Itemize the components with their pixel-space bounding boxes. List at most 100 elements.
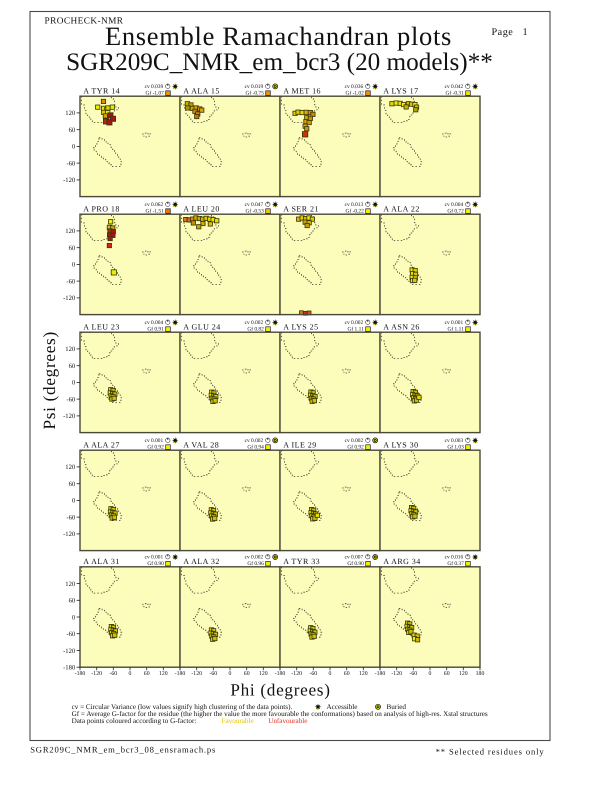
svg-text:Gf = Average G-factor for the: Gf = Average G-factor for the residue (t… [72,710,488,718]
svg-text:-120: -120 [391,671,402,677]
svg-text:cv 0.002: cv 0.002 [245,438,264,444]
svg-text:Gf 0.90: Gf 0.90 [347,561,364,567]
svg-text:Buried: Buried [387,703,407,711]
svg-text:-60: -60 [309,671,317,677]
svg-text:cv 0.036: cv 0.036 [345,84,364,90]
svg-text:60: 60 [69,363,76,370]
svg-text:Ensemble Ramachandran plots: Ensemble Ramachandran plots [105,21,452,51]
svg-text:Gf 0.94: Gf 0.94 [247,445,264,451]
svg-text:-120: -120 [63,177,76,184]
svg-text:-60: -60 [209,671,217,677]
svg-text:PROCHECK-NMR: PROCHECK-NMR [45,17,124,27]
svg-text:-180: -180 [175,671,186,677]
svg-text:cv 0.001: cv 0.001 [445,320,464,326]
svg-text:Gf 0.72: Gf 0.72 [447,209,464,215]
svg-text:Gf -1.02: Gf -1.02 [346,91,365,97]
svg-text:A VAL 28: A VAL 28 [183,440,219,449]
svg-text:A ALA 32: A ALA 32 [183,557,220,566]
svg-text:cv = Circular Variance (low va: cv = Circular Variance (low values signi… [72,703,293,711]
svg-text:Gf 0.90: Gf 0.90 [147,561,164,567]
svg-text:A ALA 31: A ALA 31 [83,557,120,566]
svg-text:A ALA 27: A ALA 27 [83,440,120,449]
svg-text:cv 0.016: cv 0.016 [445,555,464,561]
svg-text:0: 0 [129,671,132,677]
svg-text:A SER 21: A SER 21 [283,204,319,213]
svg-text:cv 0.004: cv 0.004 [445,202,464,208]
svg-text:Phi (degrees): Phi (degrees) [230,680,330,699]
svg-text:120: 120 [159,671,168,677]
svg-text:A LYS 25: A LYS 25 [283,322,318,331]
svg-text:cv 0.004: cv 0.004 [145,320,164,326]
svg-text:cv 0.002: cv 0.002 [345,320,364,326]
svg-text:Gf 0.92: Gf 0.92 [347,445,364,451]
svg-text:120: 120 [459,671,468,677]
svg-text:-60: -60 [66,631,75,638]
svg-text:Gf -0.75: Gf -0.75 [246,91,265,97]
svg-text:Gf -0.31: Gf -0.31 [446,91,465,97]
svg-text:-120: -120 [63,531,76,538]
svg-text:60: 60 [444,671,450,677]
svg-text:** Selected residues only: ** Selected residues only [436,747,545,757]
svg-text:-60: -60 [66,396,75,403]
svg-text:0: 0 [72,144,76,151]
svg-text:-60: -60 [66,514,75,521]
svg-text:Gf 1.11: Gf 1.11 [448,327,465,333]
svg-text:Favourable: Favourable [222,717,254,725]
svg-text:cv 0.042: cv 0.042 [445,84,464,90]
svg-text:A ASN 26: A ASN 26 [383,322,420,331]
svg-text:0: 0 [72,614,76,621]
svg-text:cv 0.002: cv 0.002 [245,320,264,326]
svg-text:60: 60 [344,671,350,677]
svg-text:cv 0.019: cv 0.019 [245,84,264,90]
svg-text:A MET 16: A MET 16 [283,86,321,95]
svg-text:-180: -180 [63,665,76,672]
svg-text:cv 0.039: cv 0.039 [145,84,164,90]
svg-text:A PRO 18: A PRO 18 [83,204,120,213]
svg-text:A GLU 24: A GLU 24 [183,322,220,331]
svg-text:Gf 1.03: Gf 1.03 [447,445,464,451]
svg-text:60: 60 [69,481,76,488]
svg-text:0: 0 [229,671,232,677]
svg-text:-120: -120 [63,648,76,655]
svg-text:-120: -120 [91,671,102,677]
svg-text:0: 0 [429,671,432,677]
svg-text:0: 0 [72,262,76,269]
svg-text:cv 0.062: cv 0.062 [145,202,164,208]
svg-text:-180: -180 [375,671,386,677]
svg-text:120: 120 [65,464,76,471]
svg-text:-120: -120 [291,671,302,677]
svg-text:A ILE 29: A ILE 29 [283,440,316,449]
svg-text:Gf 0.82: Gf 0.82 [247,327,264,333]
svg-text:-60: -60 [66,278,75,285]
svg-text:cv 0.002: cv 0.002 [345,438,364,444]
svg-text:60: 60 [144,671,150,677]
svg-text:A LEU 23: A LEU 23 [83,322,120,331]
svg-text:Gf -1.07: Gf -1.07 [146,91,165,97]
svg-text:120: 120 [65,110,76,117]
svg-text:SGR209C_NMR_em_bcr3_08_ensrama: SGR209C_NMR_em_bcr3_08_ensramach.ps [30,745,216,755]
svg-text:Psi (degrees): Psi (degrees) [40,331,59,429]
svg-text:cv 0.007: cv 0.007 [345,555,364,561]
svg-text:120: 120 [65,228,76,235]
svg-text:Gf 0.92: Gf 0.92 [147,445,164,451]
svg-text:cv 0.001: cv 0.001 [145,438,164,444]
svg-text:120: 120 [65,346,76,353]
svg-text:A LEU 20: A LEU 20 [183,204,220,213]
svg-text:60: 60 [69,245,76,252]
svg-text:A ALA 22: A ALA 22 [383,204,420,213]
svg-text:Gf 0.37: Gf 0.37 [447,561,464,567]
svg-text:A ARG 34: A ARG 34 [383,557,420,566]
svg-text:-60: -60 [66,160,75,167]
svg-text:Unfavourable: Unfavourable [268,717,307,725]
svg-text:Gf -0.53: Gf -0.53 [246,209,265,215]
svg-text:-120: -120 [63,413,76,420]
svg-text:-180: -180 [275,671,286,677]
svg-text:120: 120 [359,671,368,677]
svg-text:A TYR 14: A TYR 14 [83,86,120,95]
svg-text:180: 180 [476,671,485,677]
svg-text:120: 120 [65,581,76,588]
svg-text:-120: -120 [63,295,76,302]
svg-text:cv 0.047: cv 0.047 [245,202,264,208]
svg-text:cv 0.002: cv 0.002 [245,555,264,561]
svg-text:Gf 1.11: Gf 1.11 [348,327,365,333]
